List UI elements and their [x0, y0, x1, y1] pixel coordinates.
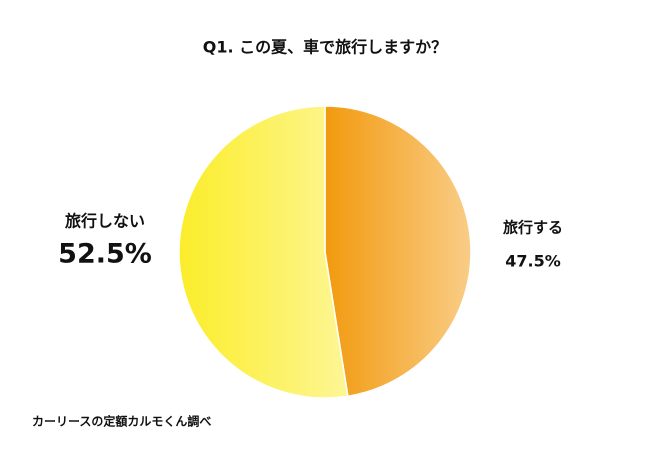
slice-value-label: 52.5% — [58, 239, 152, 270]
pie-slice — [178, 105, 349, 399]
slice-value-label: 47.5% — [505, 252, 561, 271]
source-note: カーリースの定額カルモくん調べ — [32, 414, 211, 429]
pie-slice — [324, 105, 472, 398]
slice-label: 旅行しない — [65, 212, 145, 231]
slice-label: 旅行する — [503, 219, 563, 237]
chart-title: Q1. この夏、車で旅行しますか？ — [203, 38, 447, 57]
